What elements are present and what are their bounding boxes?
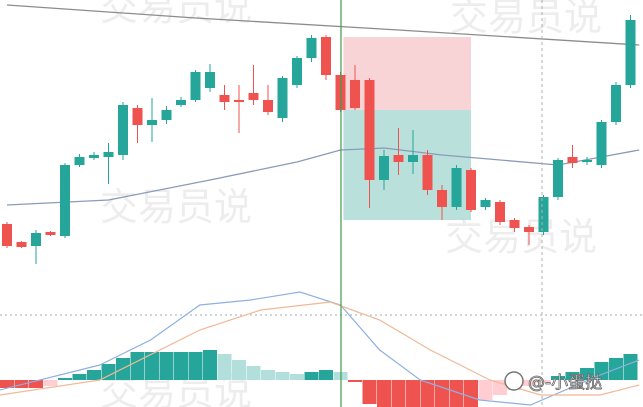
stop-zone	[343, 37, 471, 110]
candle-body	[234, 100, 244, 102]
histogram-bar	[0, 380, 14, 388]
candle-body	[625, 20, 636, 85]
candle-body	[582, 160, 592, 162]
histogram-bar	[580, 368, 594, 380]
candle-body	[31, 233, 41, 246]
histogram-bar	[406, 380, 420, 407]
candle-body	[132, 108, 143, 125]
candle-body	[480, 200, 491, 207]
watermark: 交易员说	[445, 215, 597, 259]
candle-body	[219, 95, 230, 102]
histogram-bar	[29, 380, 43, 388]
candle-body	[364, 80, 375, 180]
signature: @-小蛋挞	[528, 373, 602, 393]
histogram-bar	[43, 380, 58, 386]
histogram-bar	[464, 380, 478, 407]
histogram-bar	[522, 380, 536, 386]
candle-body	[538, 197, 549, 232]
histogram-bar	[348, 380, 362, 382]
oscillator-line	[0, 301, 640, 396]
histogram-bar	[362, 380, 377, 404]
histogram-bar	[449, 380, 464, 407]
histogram-bar	[188, 352, 203, 380]
signature-icon	[504, 371, 524, 391]
histogram-bar	[87, 370, 101, 380]
candle-body	[161, 110, 172, 120]
candle-body	[321, 37, 331, 75]
candle-body	[103, 152, 114, 157]
histogram-bar	[275, 372, 290, 380]
watermark: 交易员说	[450, 0, 602, 39]
histogram-bar	[72, 374, 87, 380]
candle-body	[292, 58, 302, 85]
candle-body	[611, 85, 621, 122]
histogram-bar	[304, 372, 319, 380]
histogram-bar	[101, 364, 116, 380]
moving-average	[6, 4, 640, 46]
candle-body	[89, 155, 99, 158]
histogram-bar	[174, 352, 188, 380]
histogram-bar	[391, 380, 406, 407]
histogram-bar	[232, 360, 246, 380]
watermark: 交易员说	[100, 0, 252, 29]
candle-body	[16, 242, 27, 247]
histogram-bar	[217, 354, 232, 380]
candle-body	[45, 232, 56, 235]
histogram-bar	[261, 370, 275, 380]
candle-body	[205, 72, 215, 88]
candle-body	[306, 38, 317, 58]
histogram-bar	[536, 380, 551, 383]
histogram-bar	[435, 380, 449, 407]
histogram-bar	[319, 370, 333, 380]
histogram-bar	[420, 380, 435, 407]
candle-body	[596, 122, 607, 165]
histogram-bar	[203, 350, 217, 380]
watermark: 交易员说	[100, 185, 252, 229]
candle-body	[60, 165, 70, 236]
candle-body	[350, 80, 360, 108]
candle-body	[190, 72, 201, 100]
candle-body	[263, 100, 273, 112]
candle-body	[466, 170, 476, 210]
candle-body	[567, 157, 578, 163]
plot	[0, 4, 643, 407]
candle-body	[437, 190, 447, 207]
histogram-bar	[130, 352, 145, 380]
candle-body	[451, 168, 462, 207]
histogram-bar	[377, 380, 391, 407]
histogram-bar	[159, 352, 174, 380]
histogram-bar	[145, 352, 159, 380]
histogram-bar	[623, 354, 638, 380]
candle-body	[2, 224, 12, 246]
candle-body	[248, 93, 259, 100]
histogram-bar	[246, 366, 261, 380]
candle-body	[422, 155, 433, 190]
candle-body	[553, 160, 563, 197]
candle-body	[147, 120, 157, 125]
histogram-bar	[565, 372, 580, 380]
candle-body	[524, 227, 534, 232]
candle-body	[118, 105, 128, 155]
candle-body	[509, 220, 520, 228]
candle-body	[393, 155, 404, 162]
candle-body	[408, 155, 418, 162]
candle-body	[495, 202, 505, 222]
candle-body	[176, 100, 186, 105]
candle-body	[74, 157, 85, 165]
candle-body	[379, 156, 389, 180]
candle-body	[277, 78, 288, 118]
histogram-bar	[478, 380, 493, 400]
histogram-bar	[551, 376, 565, 380]
histogram-bar	[290, 374, 304, 380]
histogram-bar	[58, 378, 72, 380]
